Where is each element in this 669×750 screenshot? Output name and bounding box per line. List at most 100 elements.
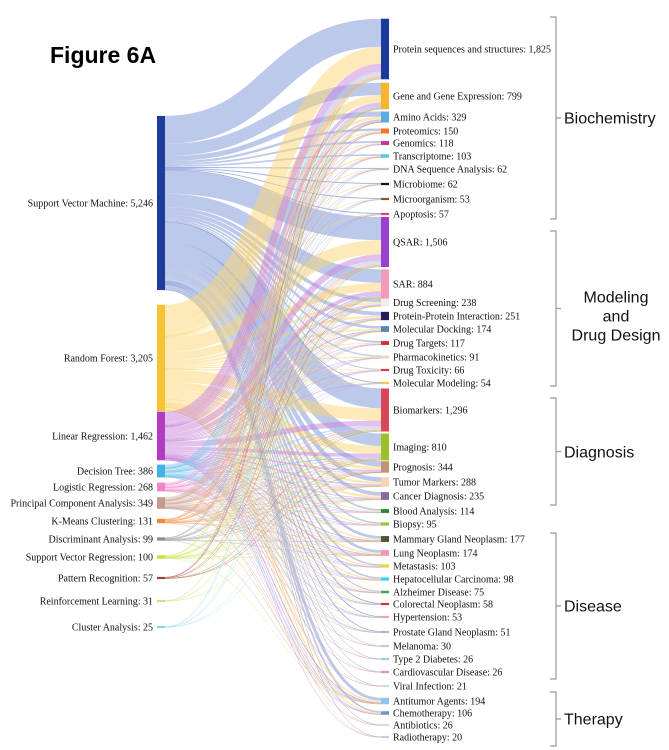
target-node-label: Pharmacokinetics: 91 (393, 353, 479, 364)
node-separator: : (523, 45, 528, 56)
target-node-label: Colorectal Neoplasm: 58 (393, 600, 493, 611)
node-name: Drug Targets (393, 339, 445, 350)
sankey-link (164, 128, 382, 164)
node-separator: : (464, 353, 469, 364)
target-node-label: Microorganism: 53 (393, 195, 470, 206)
node-value: 114 (460, 507, 475, 518)
target-node-bar (381, 550, 389, 556)
target-node-label: DNA Sequence Analysis: 62 (393, 165, 507, 176)
source-node-label: Cluster Analysis: 25 (72, 623, 153, 634)
source-node-bar (157, 625, 165, 629)
sankey-link (164, 265, 382, 539)
sankey-link (164, 430, 382, 540)
node-value: 75 (474, 588, 484, 599)
target-node-label: Prostate Gland Neoplasm: 51 (393, 628, 510, 639)
source-node-bar (157, 482, 165, 492)
target-node-bar (381, 298, 389, 307)
node-value: 20 (452, 733, 462, 744)
node-value: 26 (492, 668, 502, 679)
group-label: Diagnosis (564, 445, 634, 462)
node-separator: : (469, 588, 474, 599)
sankey-link (164, 507, 382, 556)
target-node-bar (381, 670, 389, 674)
target-node-label: Antitumor Agents: 194 (393, 697, 485, 708)
source-node-bar (157, 537, 165, 541)
sankey-link (164, 306, 382, 558)
node-separator: : (442, 180, 447, 191)
sankey-link (164, 430, 382, 558)
node-name: QSAR (393, 238, 420, 249)
node-name: Cluster Analysis (72, 623, 138, 634)
node-separator: : (502, 92, 507, 103)
node-name: Protein sequences and structures (393, 45, 523, 56)
target-node-bar (381, 492, 389, 500)
sankey-link (164, 169, 382, 469)
node-name: Microbiome (393, 180, 443, 191)
node-value: 62 (448, 180, 458, 191)
target-node-bar (381, 477, 389, 487)
sankey-link (164, 522, 382, 556)
sankey-link (164, 305, 382, 522)
node-name: Prognosis (393, 463, 433, 474)
sankey-link (164, 77, 382, 538)
node-name: Blood Analysis (393, 507, 455, 518)
node-value: 98 (504, 575, 514, 586)
node-separator: : (495, 628, 500, 639)
node-separator: : (435, 562, 440, 573)
source-node-label: Decision Tree: 386 (77, 467, 153, 478)
node-separator: : (475, 379, 480, 390)
sankey-link (164, 78, 382, 627)
target-node-bar (381, 433, 389, 461)
target-node-bar (381, 326, 389, 332)
node-separator: : (133, 467, 138, 478)
node-separator: : (464, 492, 469, 503)
source-node-bar (157, 599, 165, 603)
node-value: 1,462 (131, 432, 154, 443)
node-value: 91 (469, 353, 479, 364)
sankey-link (164, 154, 382, 167)
sankey-link (164, 403, 382, 580)
node-value: 884 (418, 280, 433, 291)
node-name: Viral Infection (393, 682, 452, 693)
target-node-label: Protein sequences and structures: 1,825 (393, 45, 551, 56)
node-separator: : (454, 507, 459, 518)
target-node-label: Proteomics: 150 (393, 127, 458, 138)
node-separator: : (133, 553, 138, 564)
target-node-bar (381, 590, 389, 594)
node-name: Support Vector Regression (26, 553, 133, 564)
node-name: Genomics (393, 139, 434, 150)
sankey-link (164, 430, 382, 579)
target-node-label: Gene and Gene Expression: 799 (393, 92, 522, 103)
sankey-link (164, 471, 382, 507)
node-value: 54 (481, 379, 491, 390)
node-name: Pattern Recognition (58, 574, 138, 585)
target-node-bar (381, 657, 389, 661)
sankey-link (164, 111, 382, 162)
sankey-link (164, 499, 382, 541)
sankey-link (164, 370, 382, 442)
node-name: Apoptosis (393, 210, 434, 221)
node-value: 58 (483, 600, 493, 611)
node-name: Random Forest (64, 354, 126, 365)
target-node-label: Apoptosis: 57 (393, 210, 449, 221)
node-name: Hypertension (393, 613, 447, 624)
sankey-link (164, 184, 382, 427)
sankey-link (164, 472, 382, 579)
target-node-bar (381, 615, 389, 619)
node-name: Molecular Docking (393, 325, 471, 336)
target-node-label: Type 2 Diabetes: 26 (393, 655, 473, 666)
target-node-bar (381, 509, 389, 513)
node-separator: : (440, 406, 445, 417)
source-node-label: Logistic Regression: 268 (53, 483, 153, 494)
sankey-link (164, 298, 382, 558)
sankey-link (164, 540, 382, 556)
sankey-link (164, 262, 382, 487)
node-separator: : (133, 499, 138, 510)
sankey-link (164, 94, 382, 330)
target-node-bar (381, 217, 389, 267)
sankey-link (164, 459, 382, 559)
node-name: Transcriptome (393, 152, 452, 163)
sankey-link (164, 102, 382, 423)
node-name: SAR (393, 280, 413, 291)
